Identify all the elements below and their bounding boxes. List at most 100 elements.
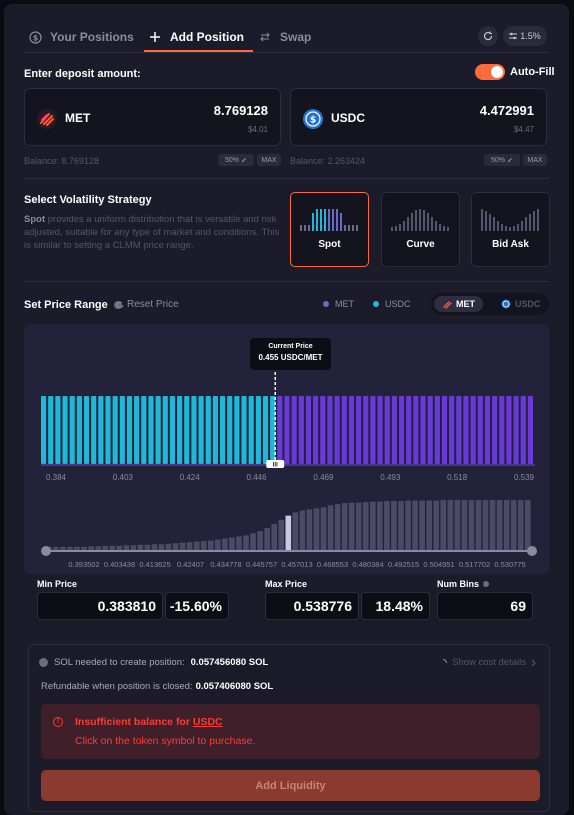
bin-bar-met bbox=[492, 396, 498, 464]
liquidity-bar bbox=[419, 500, 425, 551]
liquidity-bar bbox=[496, 500, 503, 551]
max-price-pct[interactable]: 18.48% bbox=[375, 598, 423, 614]
token-b-card[interactable]: $ USDC 4.472991 $4.47 bbox=[290, 88, 547, 146]
liquidity-bar bbox=[200, 541, 207, 551]
autofill-toggle[interactable] bbox=[475, 64, 505, 80]
max-price-input[interactable]: 0.538776 bbox=[265, 592, 359, 620]
liquidity-chart[interactable]: III 0.384 0.403 0.424 0.446 0.469 0.493 0.518 0.… bbox=[24, 324, 549, 574]
bin-bar-met bbox=[499, 396, 505, 464]
liquidity-bar bbox=[510, 500, 517, 551]
min-price-percent-input[interactable]: -15.60% bbox=[165, 592, 229, 620]
token-a-max-button[interactable]: MAX bbox=[257, 154, 281, 166]
token-b-max-button[interactable]: MAX bbox=[523, 154, 547, 166]
liquidity-bar bbox=[362, 502, 369, 551]
bin-bar-usdc bbox=[270, 396, 276, 464]
bin-bar-met bbox=[520, 396, 526, 464]
tab-swap[interactable]: Swap bbox=[258, 22, 311, 52]
bin-bar-usdc bbox=[48, 396, 54, 464]
bin-bar-usdc bbox=[169, 396, 176, 464]
max-price-value[interactable]: 0.538776 bbox=[293, 598, 352, 614]
chevron-right-icon bbox=[531, 659, 536, 666]
alert-title-text: Insufficient balance for bbox=[75, 716, 193, 728]
min-price-pct[interactable]: -15.60% bbox=[169, 598, 222, 614]
liquidity-bar bbox=[370, 501, 376, 551]
liquidity-bar bbox=[398, 501, 404, 551]
token-b-half-button[interactable]: 50% bbox=[484, 154, 520, 166]
bin-bar-met bbox=[527, 396, 533, 464]
bin-bar-met bbox=[305, 396, 312, 464]
liquidity-bar bbox=[60, 546, 66, 551]
legend-label: USDC bbox=[385, 299, 411, 309]
bin-bar-met bbox=[406, 396, 412, 464]
refresh-button[interactable] bbox=[478, 26, 498, 46]
liquidity-bar bbox=[292, 512, 299, 551]
liquidity-bar bbox=[130, 545, 137, 551]
info-icon[interactable] bbox=[113, 301, 122, 309]
bin-bar-met bbox=[348, 396, 355, 464]
usdc-token-icon bbox=[501, 299, 511, 309]
liquidity-bar bbox=[208, 540, 214, 551]
bin-bar-met bbox=[356, 396, 362, 464]
met-token-icon[interactable] bbox=[37, 109, 57, 129]
curve-distribution-icon bbox=[391, 209, 449, 231]
section-divider bbox=[24, 178, 549, 179]
min-price-input[interactable]: 0.383810 bbox=[37, 592, 163, 620]
info-icon[interactable] bbox=[39, 658, 48, 667]
show-cost-details-label: Show cost details bbox=[452, 657, 526, 668]
info-icon[interactable] bbox=[483, 581, 490, 587]
token-a-half-button[interactable]: 50% bbox=[218, 154, 254, 166]
strategy-bidask-card[interactable]: Bid Ask bbox=[471, 192, 550, 267]
usdc-token-icon[interactable]: $ bbox=[303, 109, 323, 129]
token-b-amount[interactable]: 4.472991 bbox=[479, 103, 534, 118]
denom-met-option[interactable]: MET bbox=[434, 296, 483, 312]
x-tick-label: 0.446 bbox=[247, 473, 268, 482]
bin-bar-met bbox=[398, 396, 405, 464]
token-b-usd: $4.47 bbox=[513, 125, 534, 134]
active-tab-indicator bbox=[144, 50, 253, 52]
token-a-card[interactable]: MET 8.769128 $4.01 bbox=[24, 88, 281, 146]
x-tick-label: 0.493 bbox=[380, 473, 401, 482]
liquidity-bar bbox=[250, 533, 256, 551]
reset-price-label: Reset Price bbox=[127, 299, 179, 310]
token-a-amount[interactable]: 8.769128 bbox=[213, 103, 268, 118]
tab-your-positions[interactable]: $ Your Positions bbox=[28, 22, 134, 52]
price-range-chart[interactable]: Current Price 0.455 USDC/MET III 0.384 0.4… bbox=[24, 324, 549, 574]
bin-bar-met bbox=[477, 396, 483, 464]
bin-bar-met bbox=[513, 396, 519, 464]
liquidity-bar bbox=[271, 523, 278, 551]
bin-bar-met bbox=[370, 396, 376, 464]
bin-bar-usdc bbox=[141, 396, 147, 464]
bin-bar-met bbox=[456, 396, 462, 464]
token-b-symbol[interactable]: USDC bbox=[331, 111, 366, 125]
bin-bar-usdc bbox=[234, 396, 240, 464]
purchase-token-link[interactable]: USDC bbox=[192, 716, 223, 728]
strategy-curve-card[interactable]: Curve bbox=[381, 192, 460, 267]
show-cost-details-button[interactable]: Show cost details bbox=[439, 657, 537, 668]
liquidity-bar bbox=[447, 500, 454, 551]
denom-usdc-option[interactable]: USDC bbox=[493, 296, 549, 312]
slippage-button[interactable]: 1.5% bbox=[503, 26, 547, 46]
liquidity-bar bbox=[172, 543, 179, 551]
liquidity-bar bbox=[222, 538, 228, 551]
token-a-symbol[interactable]: MET bbox=[65, 111, 91, 125]
sol-needed-value: 0.057456080 SOL bbox=[190, 657, 269, 668]
num-bins-input[interactable]: 69 bbox=[437, 592, 533, 620]
bin-bar-usdc bbox=[119, 396, 125, 464]
max-price-percent-input[interactable]: 18.48% bbox=[361, 592, 430, 620]
min-price-value[interactable]: 0.383810 bbox=[97, 598, 156, 614]
bin-bar-usdc bbox=[69, 396, 75, 464]
bin-bar-met bbox=[391, 396, 397, 464]
half-label: 50% bbox=[224, 156, 239, 164]
tab-add-position[interactable]: Add Position bbox=[148, 22, 244, 52]
strategy-spot-card[interactable]: Spot bbox=[290, 192, 369, 267]
reset-price-button[interactable]: Reset Price bbox=[116, 299, 179, 310]
bin-bar-usdc bbox=[148, 396, 154, 464]
loading-spinner-icon bbox=[442, 658, 448, 663]
tabs-divider bbox=[24, 52, 549, 53]
bin-bar-usdc bbox=[134, 396, 140, 464]
x-tick-label: 0.518 bbox=[447, 473, 468, 482]
autofill-toggle-row[interactable]: Auto-Fill bbox=[475, 64, 555, 80]
add-liquidity-button[interactable]: Add Liquidity bbox=[41, 770, 540, 801]
num-bins-value[interactable]: 69 bbox=[510, 598, 526, 614]
current-price-handle bbox=[266, 460, 285, 468]
